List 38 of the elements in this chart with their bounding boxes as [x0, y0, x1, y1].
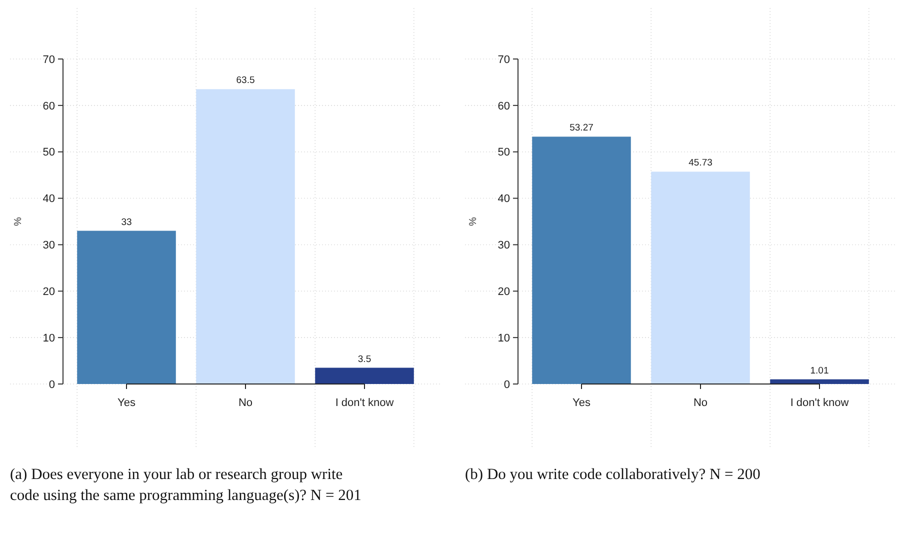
data-label: 33	[121, 216, 132, 228]
y-tick-label: 70	[498, 54, 510, 66]
y-tick-label: 40	[42, 193, 55, 206]
y-tick-label: 10	[498, 332, 510, 344]
y-tick-label: 50	[42, 146, 55, 159]
y-tick-label: 20	[498, 286, 510, 298]
y-tick-label: 50	[498, 146, 510, 159]
x-tick-label: I don't know	[335, 397, 394, 409]
bar	[651, 172, 750, 384]
x-tick-label: No	[693, 397, 708, 409]
x-tick-label: No	[238, 397, 253, 409]
y-tick-label: 0	[48, 378, 55, 391]
text: (a) Does everyone in your lab or research group write code using the same programming language(s)? N = 201	[10, 466, 362, 504]
y-tick-label: 60	[42, 100, 55, 112]
data-label: 53.27	[570, 122, 594, 134]
y-tick-label: 40	[498, 193, 510, 206]
bar	[532, 136, 631, 384]
data-label: 3.5	[358, 354, 372, 365]
y-axis-title: %	[468, 216, 479, 226]
bar	[770, 379, 869, 384]
data-label: 1.01	[810, 365, 829, 376]
y-tick-label: 70	[42, 54, 55, 66]
y-tick-label: 60	[498, 100, 510, 112]
data-label: 45.73	[688, 158, 712, 169]
x-tick-label: Yes	[572, 397, 591, 409]
bar	[77, 230, 176, 384]
data-label: 63.5	[236, 75, 255, 86]
y-axis-title: %	[13, 216, 24, 226]
x-tick-label: I don't know	[790, 397, 849, 409]
y-tick-label: 0	[504, 378, 510, 391]
y-tick-label: 30	[498, 240, 510, 252]
bar	[315, 368, 414, 384]
text: (b) Do you write code collaboratively? N = 200	[465, 466, 761, 483]
y-tick-label: 30	[42, 240, 55, 252]
x-tick-label: Yes	[118, 397, 136, 409]
y-tick-label: 20	[42, 286, 55, 298]
bar	[196, 89, 295, 384]
y-tick-label: 10	[42, 332, 55, 344]
